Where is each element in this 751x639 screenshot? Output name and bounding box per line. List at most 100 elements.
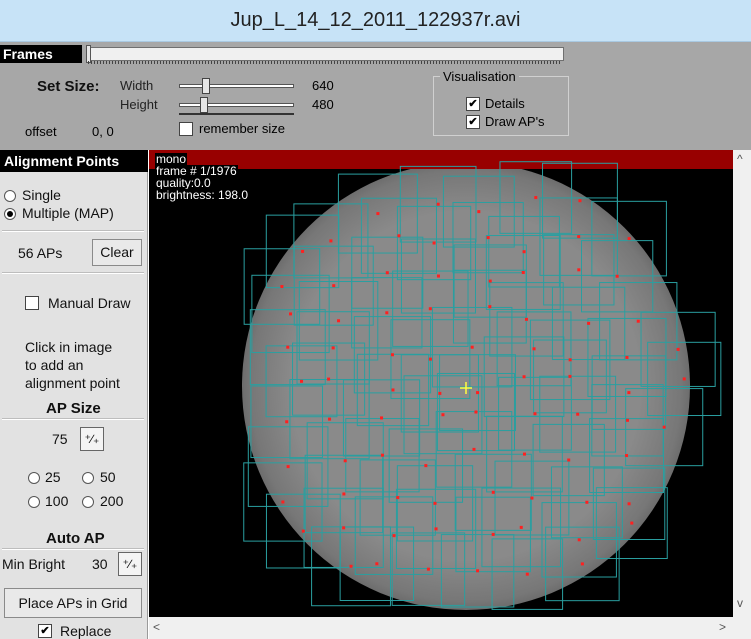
ap-box (541, 502, 617, 578)
ap-box (396, 205, 472, 281)
ap-box (351, 277, 423, 349)
horizontal-scrollbar[interactable]: < > (149, 617, 733, 639)
ap-dot (289, 312, 293, 316)
ap-box (250, 385, 324, 459)
ap-box (351, 236, 424, 309)
ap-size-stepper[interactable]: ⁺∕₊ (80, 427, 104, 451)
size-100-radio[interactable] (28, 496, 40, 508)
ap-box (647, 341, 722, 417)
ap-dot (331, 346, 335, 350)
scroll-right-icon[interactable]: > (719, 620, 727, 634)
ap-box (265, 214, 340, 289)
ap-box (337, 173, 418, 254)
size-100-label: 100 (45, 493, 69, 509)
manual-draw-checkbox[interactable] (25, 296, 39, 310)
ap-box (395, 488, 477, 570)
ap-dot (280, 285, 284, 289)
ap-dot (580, 562, 584, 566)
ap-box (452, 201, 524, 274)
width-slider[interactable] (179, 84, 294, 88)
ap-dot (332, 284, 336, 288)
ap-dot (491, 532, 495, 536)
ap-dot (390, 353, 394, 357)
ap-dot (532, 347, 536, 351)
ap-dot (385, 311, 389, 315)
image-viewer[interactable]: mono frame # 1/1976 quality:0.0 brightne… (149, 150, 733, 617)
ap-dot (491, 490, 495, 494)
ap-box (403, 375, 483, 455)
ap-size-value: 75 (52, 431, 68, 447)
ap-box (599, 282, 678, 361)
ap-box (529, 319, 611, 401)
size-200-radio[interactable] (82, 496, 94, 508)
ap-dot (428, 357, 432, 361)
ap-box (545, 526, 620, 602)
replace-checkbox[interactable]: ✔ (38, 624, 52, 638)
ap-box (296, 311, 370, 385)
ap-dot (342, 492, 346, 496)
place-aps-in-grid-button[interactable]: Place APs in Grid (4, 588, 142, 618)
ap-box (391, 532, 466, 606)
ap-dot (578, 199, 582, 203)
ap-dot (585, 500, 589, 504)
scroll-down-icon[interactable]: v (737, 596, 743, 610)
separator (2, 272, 144, 274)
ap-dot (486, 236, 490, 240)
size-50-radio[interactable] (82, 472, 94, 484)
ap-box (488, 215, 560, 288)
multiple-radio[interactable] (4, 208, 16, 220)
ap-dot (521, 270, 525, 274)
ap-dot (627, 502, 631, 506)
details-checkbox[interactable]: ✔ (466, 97, 480, 111)
ap-dot (488, 279, 492, 283)
single-label: Single (22, 187, 61, 203)
frames-slider-ticks (88, 61, 562, 64)
ap-box (247, 426, 329, 507)
ap-dot (525, 572, 529, 576)
ap-dot (625, 454, 629, 458)
size-25-radio[interactable] (28, 472, 40, 484)
ap-dot (301, 249, 305, 253)
ap-dot (472, 447, 476, 451)
ap-dot (436, 202, 440, 206)
ap-dot (568, 374, 572, 378)
ap-dot (519, 525, 523, 529)
ap-dot (627, 237, 631, 241)
info-quality: quality:0.0 (155, 176, 212, 190)
ap-dot (567, 458, 571, 462)
ap-dot (522, 452, 526, 456)
height-slider[interactable] (179, 103, 294, 107)
height-slider-thumb[interactable] (200, 97, 208, 113)
ap-dot (524, 317, 528, 321)
ap-dot (424, 464, 428, 468)
ap-box (625, 388, 704, 467)
draw-aps-checkbox[interactable]: ✔ (466, 115, 480, 129)
ap-dot (522, 375, 526, 379)
ap-dot (438, 391, 442, 395)
min-bright-label: Min Bright (2, 556, 66, 572)
width-slider-thumb[interactable] (202, 78, 210, 94)
ap-box (440, 534, 515, 608)
ap-box (354, 496, 434, 575)
ap-box (543, 234, 615, 306)
remember-size-checkbox[interactable] (179, 122, 193, 136)
resize-grip[interactable] (733, 617, 751, 639)
ap-dot (615, 274, 619, 278)
remember-size-label: remember size (199, 121, 285, 136)
instruction-line: to add an (25, 357, 84, 373)
min-bright-stepper[interactable]: ⁺∕₊ (118, 552, 142, 576)
ap-dot (476, 391, 480, 395)
ap-dot (426, 567, 430, 571)
ap-box (442, 175, 515, 248)
scroll-left-icon[interactable]: < (153, 620, 161, 634)
size-50-label: 50 (100, 469, 116, 485)
clear-button[interactable]: Clear (92, 239, 142, 266)
single-radio[interactable] (4, 190, 16, 202)
ap-dot (577, 538, 581, 542)
vertical-scrollbar[interactable]: ^ v (733, 150, 751, 617)
ap-dot (441, 413, 445, 417)
frames-slider[interactable] (86, 47, 564, 61)
scroll-up-icon[interactable]: ^ (737, 152, 743, 166)
ap-dot (329, 239, 333, 243)
ap-box (360, 197, 437, 274)
